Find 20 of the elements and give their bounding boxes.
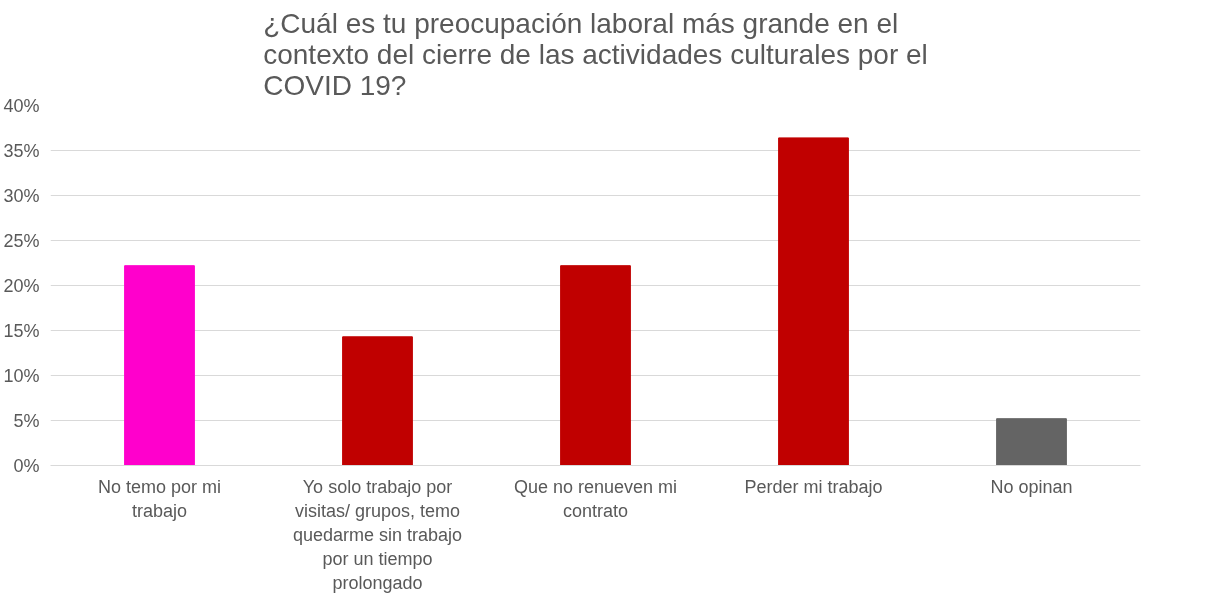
bar xyxy=(342,336,413,466)
x-tick-label: Que no renueven mi contrato xyxy=(513,476,678,521)
y-tick-label: 25% xyxy=(3,230,40,251)
bar xyxy=(124,265,195,466)
bar xyxy=(996,418,1067,466)
y-tick-label: 15% xyxy=(3,320,40,341)
x-tick-label: Yo solo trabajo por visitas/ grupos, temo quedarme sin trabajo por un tiempo prolongado xyxy=(292,476,463,593)
x-tick-label: No opinan xyxy=(990,476,1073,497)
y-tick-label: 20% xyxy=(3,275,40,296)
bar xyxy=(778,137,849,466)
y-tick-label: 30% xyxy=(3,185,40,206)
y-tick-label: 40% xyxy=(3,95,40,116)
x-tick-label: No temo por mi trabajo xyxy=(97,476,222,521)
chart-title: ¿Cuál es tu preocupación laboral más grande en el contexto del cierre de las actividades culturales por el COVID 19? xyxy=(263,7,928,101)
y-tick-label: 0% xyxy=(13,455,40,476)
y-tick-label: 5% xyxy=(13,410,40,431)
y-tick-label: 10% xyxy=(3,365,40,386)
bar xyxy=(560,265,631,466)
y-tick-label: 35% xyxy=(3,140,40,161)
x-tick-label: Perder mi trabajo xyxy=(744,476,883,497)
